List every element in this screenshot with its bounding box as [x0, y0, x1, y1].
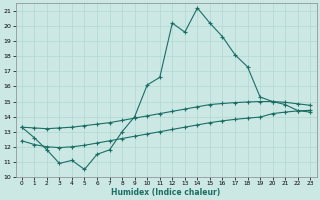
X-axis label: Humidex (Indice chaleur): Humidex (Indice chaleur): [111, 188, 221, 197]
